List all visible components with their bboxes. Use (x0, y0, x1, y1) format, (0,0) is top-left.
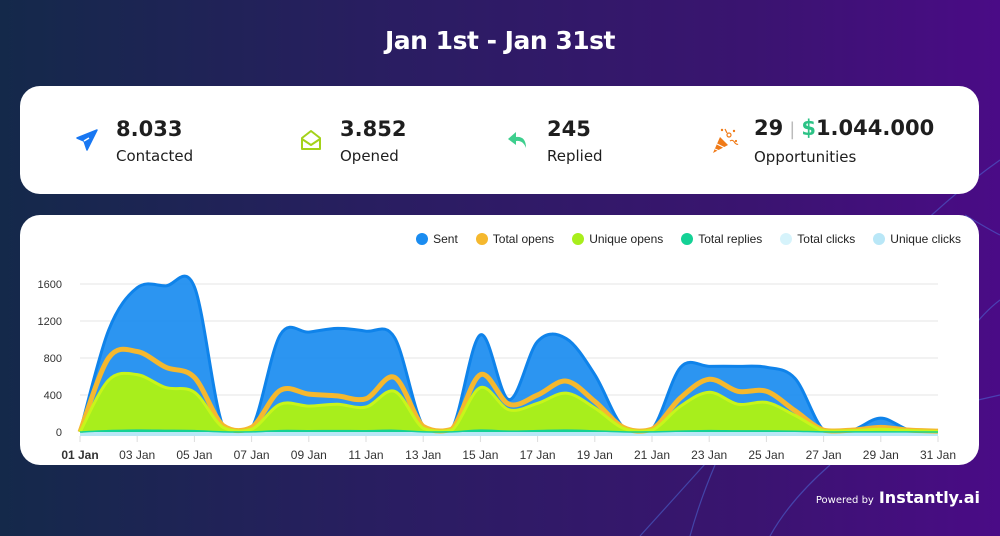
stat-label: Opened (340, 147, 399, 165)
chart-legend: Sent Total opens Unique opens Total replies… (398, 232, 961, 246)
y-tick-label: 1600 (38, 279, 62, 291)
stat-opened: 3.852 Opened (296, 86, 406, 194)
x-tick-label: 11 Jan (348, 448, 383, 462)
stat-value: 8.033 (116, 117, 183, 141)
legend-dot (572, 233, 585, 245)
opportunities-count: 29 (754, 116, 784, 140)
x-tick-label: 07 Jan (234, 448, 270, 462)
x-tick-label: 03 Jan (119, 448, 155, 462)
open-envelope-icon (296, 125, 326, 155)
series-unique-opens-line (78, 371, 939, 434)
x-tick-label: 23 Jan (691, 448, 727, 462)
x-tick-label: 01 Jan (61, 448, 98, 462)
stat-opportunities: 29 | $1.044.000 Opportunities (710, 86, 934, 194)
series-sent-line (78, 274, 939, 434)
series-unique-opens-area (80, 373, 938, 432)
x-tick-label: 19 Jan (577, 448, 613, 462)
x-tick-label: 29 Jan (863, 448, 899, 462)
date-range-title: Jan 1st - Jan 31st (385, 26, 615, 55)
x-tick-label: 31 Jan (920, 448, 956, 462)
powered-by-text: Powered by (815, 495, 874, 506)
x-tick-label: 15 Jan (462, 448, 498, 462)
x-tick-label: 25 Jan (748, 448, 784, 462)
stat-value: 245 (547, 117, 591, 141)
legend-item-unique-opens[interactable]: Unique opens (572, 232, 663, 246)
legend-label: Total clicks (797, 232, 856, 246)
party-popper-icon (710, 125, 740, 155)
y-tick-label: 400 (44, 390, 62, 402)
series-unique-clicks-area (80, 432, 938, 436)
x-tick-label: 13 Jan (405, 448, 441, 462)
legend-item-sent[interactable]: Sent (416, 232, 458, 246)
stat-label: Opportunities (754, 148, 857, 166)
stat-value: 29 | $1.044.000 (754, 114, 934, 144)
legend-item-total-replies[interactable]: Total replies (681, 232, 762, 246)
x-tick-label: 21 Jan (634, 448, 670, 462)
stat-label: Contacted (116, 147, 194, 165)
y-tick-label: 800 (44, 353, 62, 365)
legend-label: Total replies (698, 232, 763, 246)
series-total-replies-line (79, 429, 939, 433)
currency-symbol: $ (801, 116, 816, 140)
stat-value: 3.852 (340, 117, 407, 141)
brand-logo[interactable]: Instantly.ai (878, 488, 980, 507)
x-tick-label: 17 Jan (520, 448, 556, 462)
legend-label: Sent (433, 232, 458, 246)
opportunities-amount: 1.044.000 (815, 116, 935, 140)
separator: | (789, 119, 796, 140)
legend-item-total-clicks[interactable]: Total clicks (780, 232, 855, 246)
stat-label: Replied (547, 147, 603, 165)
paper-plane-icon (72, 125, 102, 155)
legend-dot (873, 233, 886, 245)
x-tick-label: 27 Jan (806, 448, 842, 462)
x-tick-label: 05 Jan (176, 448, 212, 462)
legend-label: Unique clicks (890, 232, 961, 246)
area-chart: 0 400 800 1200 1600 01 Jan 03 Jan 05 Jan 07 Jan 0… (38, 274, 956, 462)
powered-by: Powered by Instantly.ai (816, 488, 980, 507)
legend-dot (780, 233, 793, 245)
series-total-opens-line (77, 346, 939, 434)
x-tick-label: 09 Jan (291, 448, 327, 462)
series-sent-area (80, 276, 938, 432)
legend-label: Unique opens (589, 232, 664, 246)
chart-card: 0 400 800 1200 1600 01 Jan 03 Jan 05 Jan 07 Jan 0… (20, 215, 979, 465)
stats-card: 8.033 Contacted 3.852 Opened 245 Replied… (20, 86, 979, 194)
y-tick-label: 1200 (38, 316, 62, 328)
legend-dot (475, 233, 488, 245)
reply-icon (503, 125, 533, 155)
legend-item-total-opens[interactable]: Total opens (475, 232, 555, 246)
legend-dot (416, 233, 429, 245)
legend-item-unique-clicks[interactable]: Unique clicks (873, 232, 961, 246)
stat-replied: 245 Replied (503, 86, 603, 194)
legend-label: Total opens (492, 232, 555, 246)
stat-contacted: 8.033 Contacted (72, 86, 193, 194)
legend-dot (681, 233, 694, 245)
y-tick-label: 0 (56, 427, 62, 439)
